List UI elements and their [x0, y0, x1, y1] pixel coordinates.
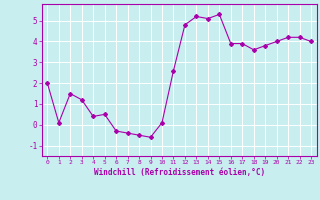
X-axis label: Windchill (Refroidissement éolien,°C): Windchill (Refroidissement éolien,°C) [94, 168, 265, 177]
